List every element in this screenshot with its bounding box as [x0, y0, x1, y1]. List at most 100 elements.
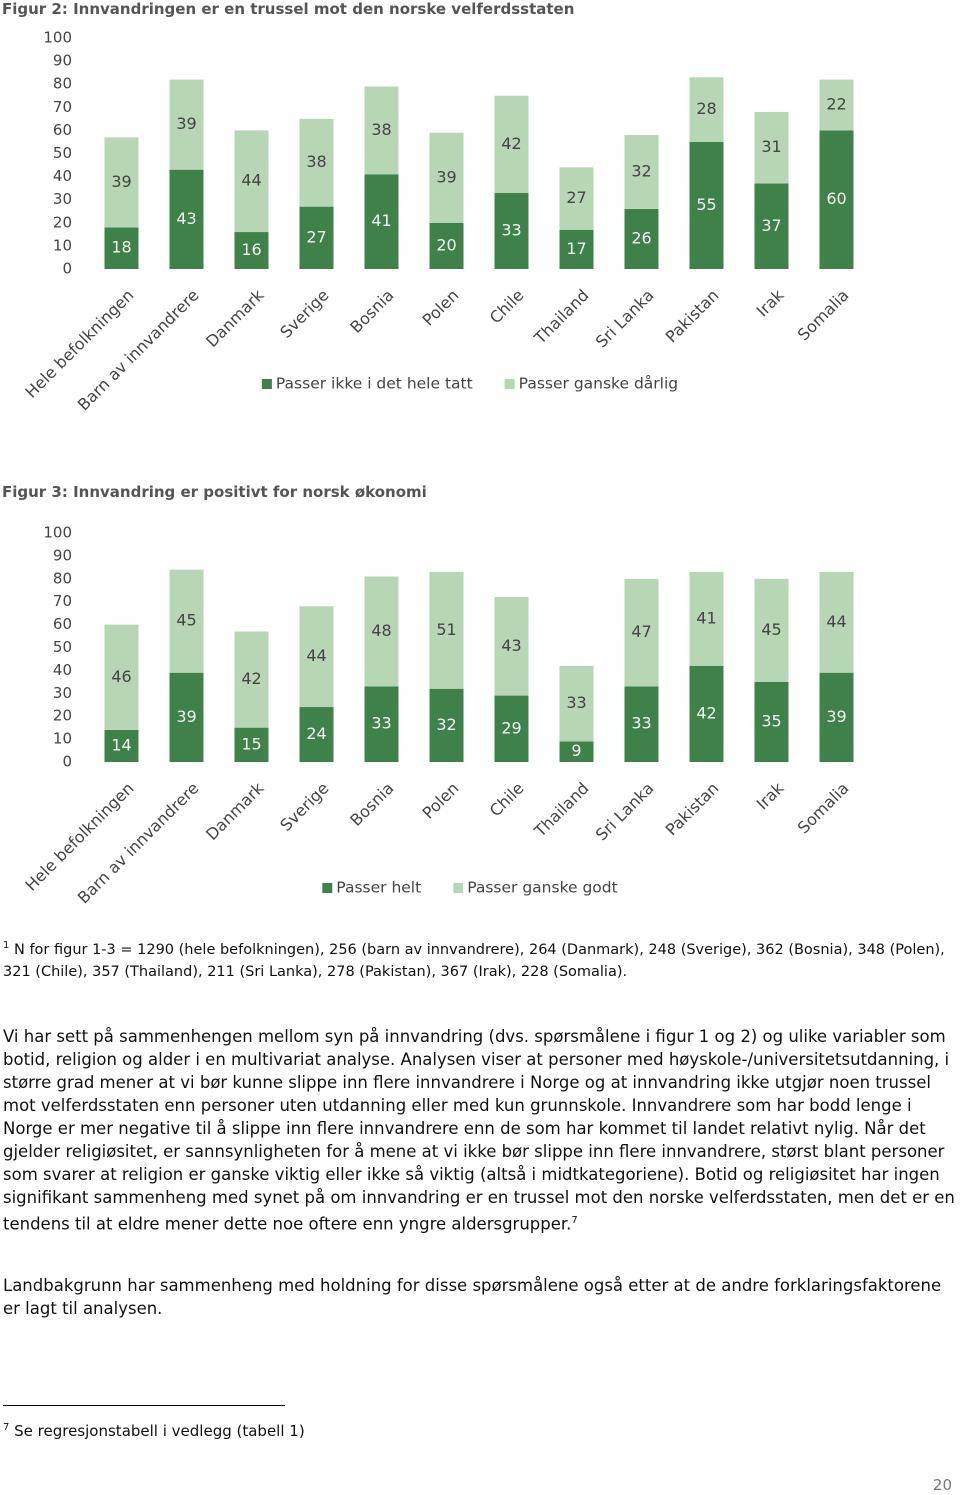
y-tick-label: 20 [53, 213, 72, 231]
x-tick-label: Barn av innvandrere [74, 286, 203, 415]
bar-segment [234, 232, 269, 269]
bar-segment [689, 665, 724, 762]
bar-segment [104, 624, 139, 730]
data-label: 38 [306, 152, 326, 171]
y-tick-label: 30 [53, 684, 72, 702]
data-label: 45 [176, 611, 196, 630]
bar-segment [494, 95, 529, 193]
bar-segment [104, 227, 139, 269]
data-label: 17 [566, 239, 586, 258]
data-label: 39 [436, 167, 456, 186]
legend-swatch [322, 883, 333, 893]
bar-segment [689, 571, 724, 666]
data-label: 41 [696, 608, 716, 627]
chart-title: Figur 2: Innvandringen er en trussel mot… [2, 0, 574, 18]
bar-segment [169, 79, 204, 170]
y-tick-label: 40 [53, 661, 72, 679]
y-tick-label: 30 [53, 190, 72, 208]
page-number: 20 [932, 1476, 952, 1494]
x-tick-label: Thailand [530, 286, 593, 349]
y-tick-label: 0 [62, 753, 72, 771]
data-label: 55 [696, 195, 716, 214]
data-label: 46 [111, 667, 131, 686]
x-tick-label: Hele befolkningen [21, 286, 137, 402]
bar-segment [624, 578, 659, 687]
data-label: 18 [111, 238, 131, 257]
footnote-marker: 7 [3, 1422, 10, 1433]
data-label: 27 [566, 188, 586, 207]
bar-segment [559, 229, 594, 269]
data-label: 43 [176, 209, 196, 228]
data-label: 44 [241, 171, 261, 190]
x-tick-label: Pakistan [662, 286, 723, 347]
bar-segment [559, 167, 594, 230]
data-label: 22 [826, 94, 846, 113]
legend-item: Passer helt [322, 879, 421, 897]
y-tick-label: 60 [53, 615, 72, 633]
legend-label: Passer ikke i det hele tatt [276, 375, 473, 393]
data-label: 44 [826, 612, 846, 631]
data-label: 48 [371, 621, 391, 640]
bar-segment [364, 174, 399, 269]
footnote-marker: 1 [3, 940, 10, 951]
data-label: 20 [436, 235, 456, 254]
bar-segment [429, 688, 464, 762]
x-tick-label: Sverige [276, 286, 332, 342]
footnote-text: Se regresjonstabell i vedlegg (tabell 1) [14, 1422, 305, 1440]
legend-item: Passer ganske dårlig [504, 375, 678, 393]
data-label: 39 [826, 707, 846, 726]
x-tick-label: Bosnia [346, 286, 397, 337]
x-tick-label: Danmark [202, 778, 268, 844]
y-tick-label: 20 [53, 707, 72, 725]
bar-segment [234, 727, 269, 762]
data-label: 41 [371, 211, 391, 230]
data-label: 32 [436, 715, 456, 734]
bar-segment [754, 183, 789, 269]
paragraph-text: Vi har sett på sammenhengen mellom syn p… [3, 1027, 955, 1234]
chart-title: Figur 3: Innvandring er positivt for nor… [2, 483, 427, 501]
x-tick-label: Chile [486, 779, 528, 821]
x-tick-label: Bosnia [346, 779, 397, 830]
x-tick-label: Sri Lanka [592, 286, 658, 352]
x-tick-label: Sverige [276, 779, 332, 835]
bar-segment [429, 132, 464, 223]
data-label: 43 [501, 636, 521, 655]
data-label: 31 [761, 137, 781, 156]
data-label: 15 [241, 734, 261, 753]
data-label: 45 [761, 620, 781, 639]
data-label: 42 [696, 703, 716, 722]
bar-segment [104, 137, 139, 228]
footnote: 7 Se regresjonstabell i vedlegg (tabell … [3, 1417, 955, 1442]
data-label: 29 [501, 718, 521, 737]
data-label: 44 [306, 646, 326, 665]
x-tick-label: Chile [486, 286, 528, 328]
bar-segment [429, 222, 464, 269]
legend-label: Passer ganske godt [467, 879, 618, 897]
y-tick-label: 50 [53, 638, 72, 656]
footnote-text: N for figur 1-3 = 1290 (hele befolkninge… [3, 941, 945, 980]
y-tick-label: 70 [53, 98, 72, 116]
y-tick-label: 90 [53, 52, 72, 70]
footnote: 1 N for figur 1-3 = 1290 (hele befolknin… [3, 935, 955, 983]
paragraph: Vi har sett på sammenhengen mellom syn p… [3, 1025, 955, 1236]
bar-segment [364, 576, 399, 687]
bar-segment [299, 606, 334, 708]
data-label: 14 [111, 735, 131, 754]
bar-segment [624, 208, 659, 269]
data-label: 51 [436, 620, 456, 639]
data-label: 33 [631, 714, 651, 733]
x-tick-label: Polen [418, 286, 462, 330]
bar-segment [819, 79, 854, 131]
legend-item: Passer ikke i det hele tatt [261, 375, 473, 393]
bar-segment [819, 571, 854, 673]
footnote-ref: 7 [571, 1215, 578, 1226]
charts: Figur 2: Innvandringen er en trussel mot… [2, 0, 854, 907]
y-tick-label: 100 [43, 29, 72, 47]
bar-segment [819, 672, 854, 762]
data-label: 38 [371, 120, 391, 139]
bar-segment [689, 77, 724, 142]
x-tick-label: Danmark [202, 285, 268, 351]
data-label: 28 [696, 99, 716, 118]
x-tick-label: Hele befolkningen [21, 779, 137, 895]
